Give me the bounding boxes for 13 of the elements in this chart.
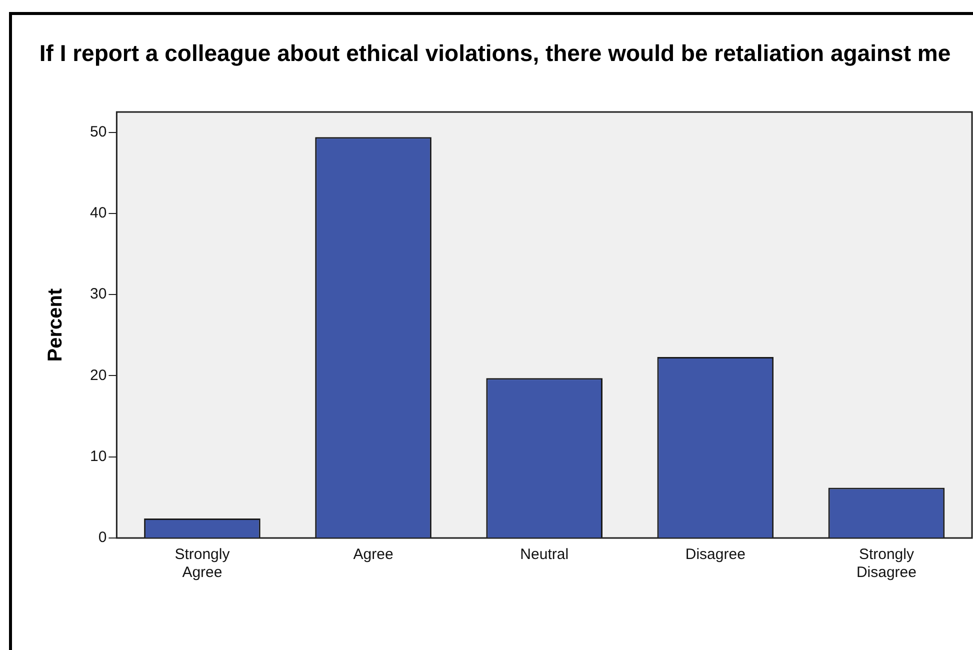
x-tick-label: Strongly Disagree bbox=[856, 546, 916, 582]
y-tick-label: 50 bbox=[90, 123, 107, 140]
y-tick-label: 30 bbox=[90, 286, 107, 303]
y-tick-label: 10 bbox=[90, 448, 107, 465]
y-axis-title: Percent bbox=[44, 288, 67, 362]
x-tick-label: Neutral bbox=[520, 546, 569, 564]
x-tick-label: Disagree bbox=[685, 546, 746, 564]
x-tick-label: Agree bbox=[353, 546, 394, 564]
x-tick-label: Strongly Agree bbox=[174, 546, 230, 582]
y-tick-label: 0 bbox=[98, 529, 107, 546]
y-tick-label: 40 bbox=[90, 204, 107, 222]
chart-title: If I report a colleague about ethical violations, there would be retaliation against me bbox=[38, 40, 952, 66]
y-tick-label: 20 bbox=[90, 366, 107, 384]
